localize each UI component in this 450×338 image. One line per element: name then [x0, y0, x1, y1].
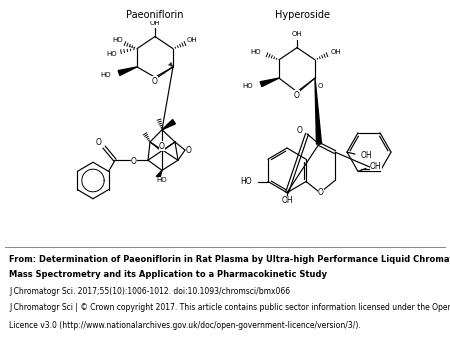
Text: J Chromatogr Sci | © Crown copyright 2017. This article contains public sector i: J Chromatogr Sci | © Crown copyright 201…: [9, 303, 450, 312]
Text: HO: HO: [106, 51, 117, 57]
Text: HO: HO: [240, 177, 252, 186]
Text: O: O: [152, 77, 158, 86]
Text: O: O: [317, 83, 323, 89]
Text: O: O: [294, 91, 300, 100]
Text: Mass Spectrometry and its Application to a Pharmacokinetic Study: Mass Spectrometry and its Application to…: [9, 270, 327, 279]
Text: OH: OH: [187, 37, 198, 43]
Text: OH: OH: [292, 31, 302, 38]
Text: J Chromatogr Sci. 2017;55(10):1006-1012. doi:10.1093/chromsci/bmx066: J Chromatogr Sci. 2017;55(10):1006-1012.…: [9, 287, 290, 296]
Text: O: O: [318, 188, 324, 197]
Polygon shape: [162, 120, 176, 130]
Polygon shape: [315, 78, 321, 144]
Text: HO: HO: [100, 72, 111, 78]
Text: O: O: [131, 157, 137, 166]
Text: HO: HO: [250, 49, 261, 55]
Text: HO: HO: [112, 37, 123, 43]
Text: Licence v3.0 (http://www.nationalarchives.gov.uk/doc/open-government-licence/ver: Licence v3.0 (http://www.nationalarchive…: [9, 321, 360, 330]
Text: O: O: [96, 139, 102, 147]
Text: O: O: [159, 142, 165, 150]
Text: OH: OH: [331, 49, 342, 55]
Text: O: O: [297, 126, 303, 135]
Text: Hyperoside: Hyperoside: [274, 10, 329, 20]
Text: OH: OH: [281, 196, 293, 205]
Polygon shape: [260, 78, 279, 87]
Text: OH: OH: [370, 162, 382, 171]
Text: OH: OH: [361, 151, 373, 160]
Text: OH: OH: [150, 20, 160, 26]
Text: HO: HO: [157, 177, 167, 184]
Text: HO: HO: [243, 83, 253, 89]
Text: O: O: [186, 146, 192, 154]
Text: From: Determination of Paeoniflorin in Rat Plasma by Ultra-high Performance Liqu: From: Determination of Paeoniflorin in R…: [9, 255, 450, 264]
Polygon shape: [156, 170, 162, 178]
Text: Paeoniflorin: Paeoniflorin: [126, 10, 184, 20]
Polygon shape: [118, 67, 137, 75]
